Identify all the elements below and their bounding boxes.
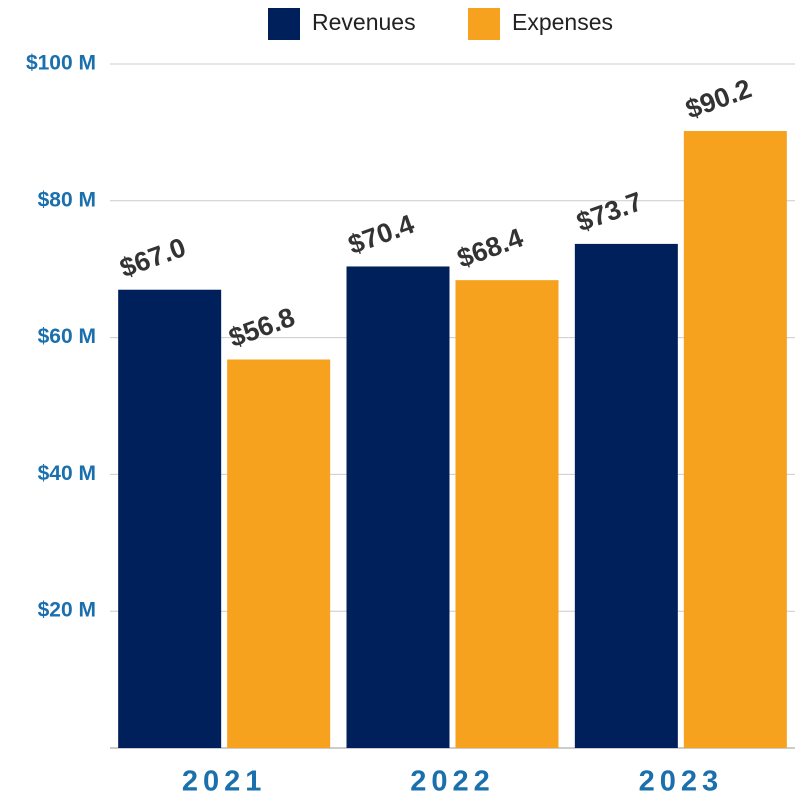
y-tick-label: $40 M bbox=[38, 462, 96, 485]
x-tick-label: 2023 bbox=[639, 766, 724, 798]
value-label: $67.0 bbox=[116, 232, 190, 283]
x-tick-label: 2021 bbox=[182, 766, 267, 798]
legend-label: Expenses bbox=[512, 9, 613, 35]
x-tick-label: 2022 bbox=[410, 766, 495, 798]
y-tick-label: $80 M bbox=[38, 188, 96, 211]
legend-label: Revenues bbox=[312, 9, 416, 35]
value-label: $68.4 bbox=[453, 222, 527, 273]
bar bbox=[574, 243, 678, 748]
legend-swatch bbox=[468, 8, 500, 40]
y-tick-label: $60 M bbox=[38, 325, 96, 348]
bar bbox=[118, 289, 222, 748]
value-label: $90.2 bbox=[682, 73, 756, 124]
y-tick-label: $100 M bbox=[26, 52, 96, 75]
value-label: $70.4 bbox=[344, 209, 418, 260]
value-label: $73.7 bbox=[573, 186, 647, 237]
bar bbox=[683, 131, 787, 749]
bar bbox=[346, 266, 450, 748]
bar bbox=[227, 359, 331, 748]
bar bbox=[455, 280, 559, 748]
legend-swatch bbox=[268, 8, 300, 40]
y-tick-label: $20 M bbox=[38, 599, 96, 622]
value-label: $56.8 bbox=[225, 302, 299, 353]
